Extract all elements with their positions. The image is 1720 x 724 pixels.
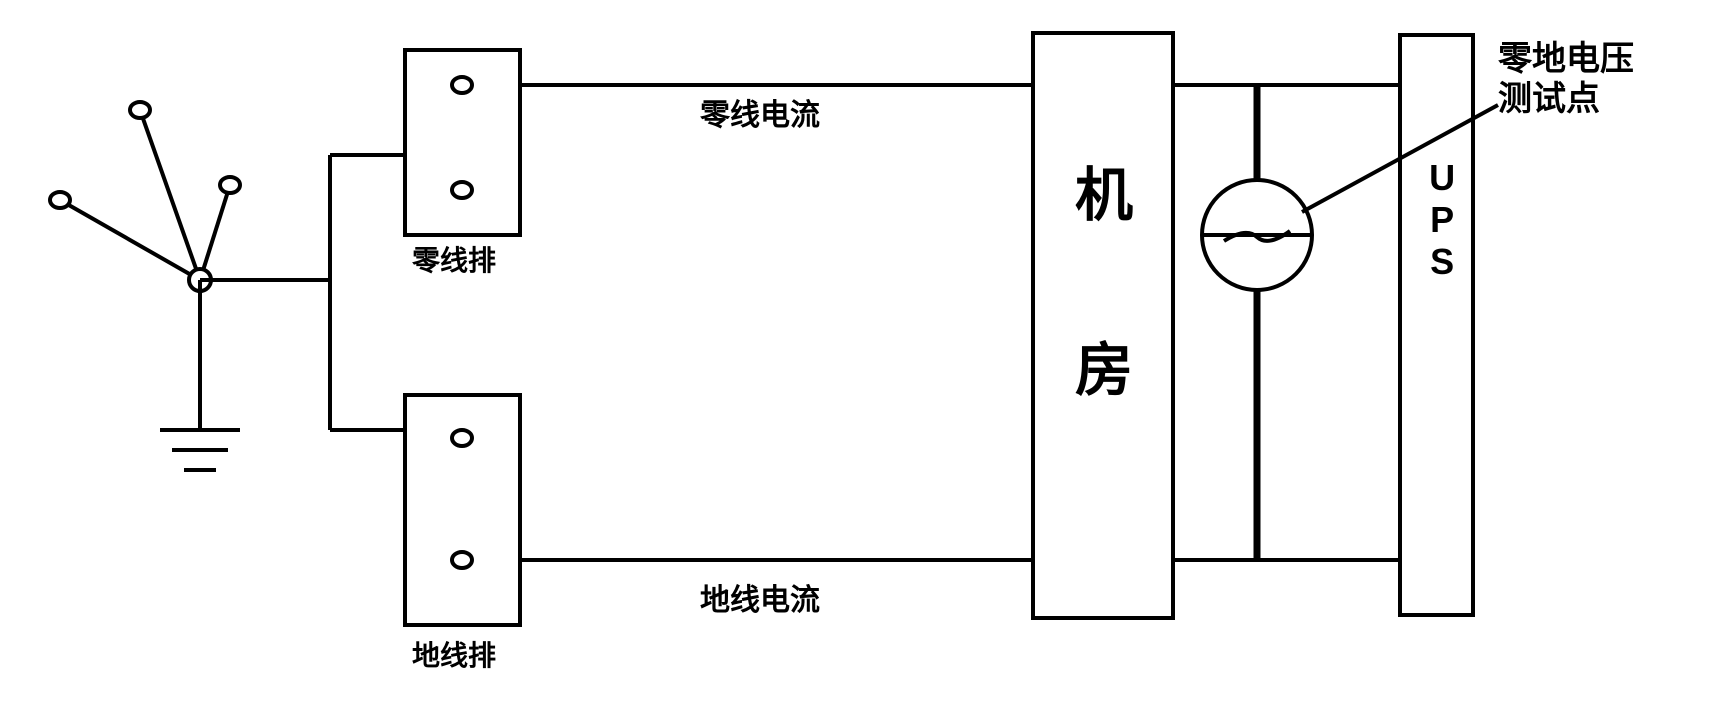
source-arm [140,110,200,280]
busbar-terminal [452,430,472,446]
busbar-terminal [452,182,472,198]
ups-label: U [1429,157,1455,198]
machine-room-label: 机 [1075,163,1133,228]
busbar-terminal [452,552,472,568]
neutral-busbar-label: 零线排 [412,245,496,276]
phase-terminal [220,177,240,193]
machine-room: 机 房 [1033,33,1173,618]
machine-room-label: 房 [1075,338,1133,403]
ng-voltage-meter [1202,180,1312,290]
ups-label: S [1430,241,1454,282]
source-arm [200,185,230,280]
ng-voltage-label: 测试点 [1498,80,1600,118]
busbar-terminal [452,77,472,93]
wiring-diagram: 零线排 地线排 零线电流 地线电流 机 房 U P S 零地电压 测试点 [0,0,1720,724]
source-arm [60,200,200,280]
ground-current-label: 地线电流 [700,584,820,617]
neutral-current-label: 零线电流 [700,99,820,132]
neutral-busbar: 零线排 [405,50,520,276]
source-junction [200,155,405,430]
phase-terminal [130,102,150,118]
ups-label: P [1430,199,1454,240]
ground-busbar-label: 地线排 [412,640,496,671]
ground-symbol [160,430,240,470]
phase-terminal [50,192,70,208]
ups: U P S [1400,35,1473,615]
machine-room-box [1033,33,1173,618]
three-phase-source [50,102,240,470]
ng-voltage-label: 零地电压 [1498,40,1634,78]
ups-box [1400,35,1473,615]
ground-busbar: 地线排 [405,395,520,671]
meter-wave [1224,231,1290,241]
